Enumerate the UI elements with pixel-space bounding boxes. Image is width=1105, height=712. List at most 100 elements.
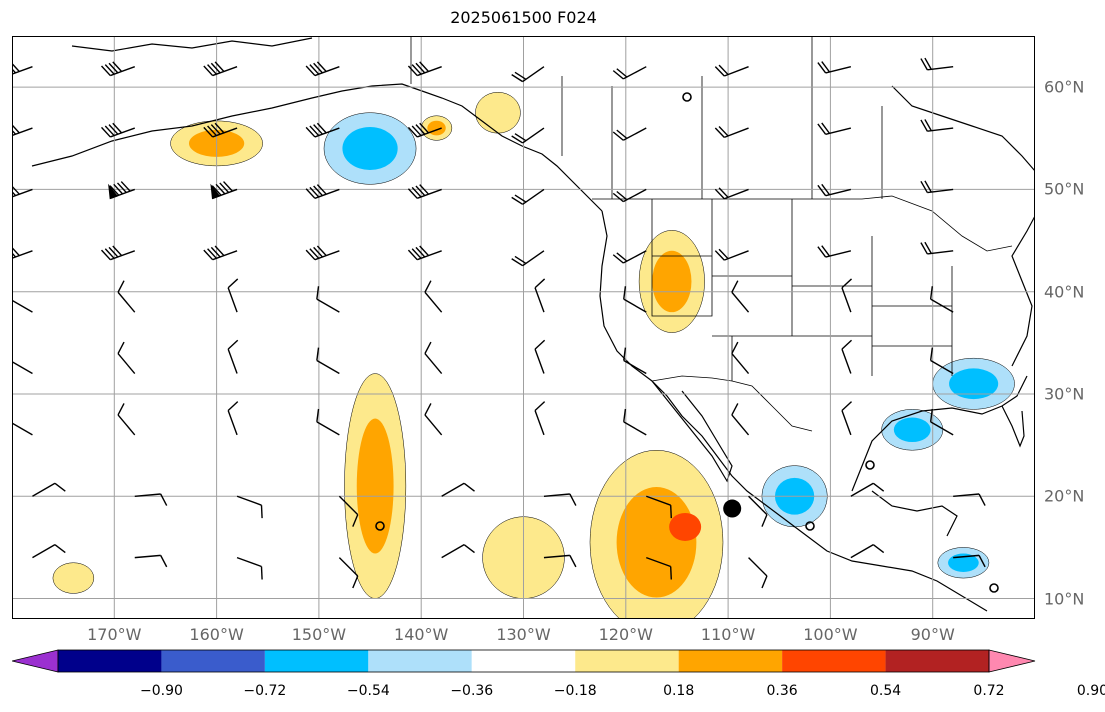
colorbar-cell	[575, 650, 679, 672]
wind-barb	[953, 493, 986, 506]
station-circles	[375, 92, 999, 593]
wind-barb	[534, 278, 546, 313]
wind-barb	[441, 482, 475, 497]
wind-barb	[117, 403, 136, 436]
wind-barb	[623, 286, 647, 313]
colorbar-tick-label: 0.18	[663, 683, 695, 699]
wind-barb	[424, 280, 443, 313]
longitude-label: 130°W	[496, 625, 551, 644]
wind-barb	[714, 187, 749, 200]
wind-barb	[850, 482, 885, 497]
anomaly-core-eastern-pacific	[616, 487, 697, 598]
wind-barb	[203, 245, 238, 261]
yucatan	[871, 490, 958, 537]
anomaly-core-great-basin	[652, 250, 692, 313]
anomaly-core-gulf-alaska-central	[342, 127, 398, 170]
wind-barb	[210, 181, 238, 200]
colorbar-tick-label: −0.72	[243, 683, 287, 699]
wind-barb	[920, 57, 954, 71]
political-borders	[410, 36, 1013, 432]
wind-barb	[236, 556, 263, 580]
anomaly-shading	[52, 92, 1015, 619]
wind-barb	[12, 122, 33, 138]
wind-barb	[407, 122, 442, 138]
longitude-label: 100°W	[803, 625, 858, 644]
colorbar-tick-label: 0.36	[766, 683, 798, 699]
longitude-label: 90°W	[910, 625, 955, 644]
state-lines	[651, 199, 953, 381]
wind-barb	[227, 401, 239, 436]
anomaly-peak-eastern-pacific	[669, 512, 702, 541]
anomaly-region-hawaii-west	[52, 562, 95, 594]
longitude-label: 160°W	[189, 625, 244, 644]
hudson-bay	[891, 85, 1035, 172]
wind-barb	[623, 347, 647, 375]
wind-barb	[511, 250, 545, 267]
colorbar	[12, 649, 1036, 673]
latitude-label: 60°N	[1044, 77, 1085, 97]
anomaly-core-central-america	[948, 553, 979, 572]
wind-barb	[731, 403, 750, 436]
longitude-label: 150°W	[291, 625, 347, 644]
wind-barb	[731, 280, 750, 313]
station-circle	[989, 583, 999, 593]
wind-barb	[623, 408, 647, 436]
wind-barb	[850, 544, 885, 559]
wind-barb	[646, 556, 672, 580]
colorbar-tick-label: −0.54	[346, 683, 390, 699]
latitude-label: 30°N	[1044, 384, 1085, 404]
station-circle	[865, 460, 875, 470]
wind-barb	[407, 184, 442, 199]
colorbar-tick-label: −0.18	[553, 683, 597, 699]
anomaly-core-central-pacific	[356, 418, 394, 554]
anomaly-core-gulf-of-mexico	[893, 417, 931, 443]
colorbar-cell	[264, 650, 369, 672]
wind-barb	[101, 245, 135, 261]
longitude-label: 110°W	[700, 625, 756, 644]
wind-barb	[612, 188, 647, 203]
wind-barb	[108, 181, 135, 200]
baja-california	[651, 380, 733, 483]
colorbar-cell	[885, 650, 989, 672]
wind-barb	[134, 554, 168, 568]
wind-barb	[920, 119, 954, 132]
wind-barb	[612, 127, 647, 141]
station-circle	[805, 521, 815, 531]
wind-barb	[920, 180, 954, 194]
wind-barbs	[12, 57, 986, 589]
map-title: 2025061500 F024	[450, 8, 597, 27]
longitude-label: 120°W	[598, 625, 653, 644]
wind-barb	[227, 339, 239, 374]
colorbar-tick-label: 0.54	[869, 683, 902, 699]
colorbar-cell	[58, 650, 162, 672]
anomaly-core-gulf-alaska-east	[427, 120, 446, 136]
west-coast-us	[599, 210, 988, 612]
wind-barb	[748, 557, 768, 589]
wind-barb	[441, 544, 475, 559]
wind-barb	[12, 61, 33, 77]
wind-barb	[511, 66, 545, 83]
colorbar-cell	[678, 650, 783, 672]
wind-barb	[748, 495, 768, 527]
colorbar-tick-label: −0.36	[450, 683, 494, 699]
colorbar-extend-low	[12, 649, 59, 673]
wind-barb	[32, 482, 66, 497]
longitude-label: 140°W	[394, 625, 449, 644]
wind-barb	[236, 495, 263, 519]
gulf-coast	[851, 375, 1028, 492]
wind-barb	[305, 184, 340, 199]
cyclone-marker	[723, 499, 742, 518]
station-circle	[682, 92, 692, 102]
colorbar-frame	[57, 649, 990, 673]
wind-barb	[117, 341, 136, 374]
colorbar-tick-label: 0.72	[973, 683, 1005, 699]
wind-barb	[407, 61, 442, 77]
wind-barb	[543, 554, 577, 568]
wind-barb	[929, 408, 954, 436]
wind-barb	[338, 557, 359, 589]
wind-barb	[316, 347, 340, 375]
colorbar-cell	[368, 650, 472, 672]
latitude-label: 10°N	[1044, 589, 1085, 609]
wind-barb	[841, 278, 853, 313]
wind-barb	[12, 408, 33, 436]
